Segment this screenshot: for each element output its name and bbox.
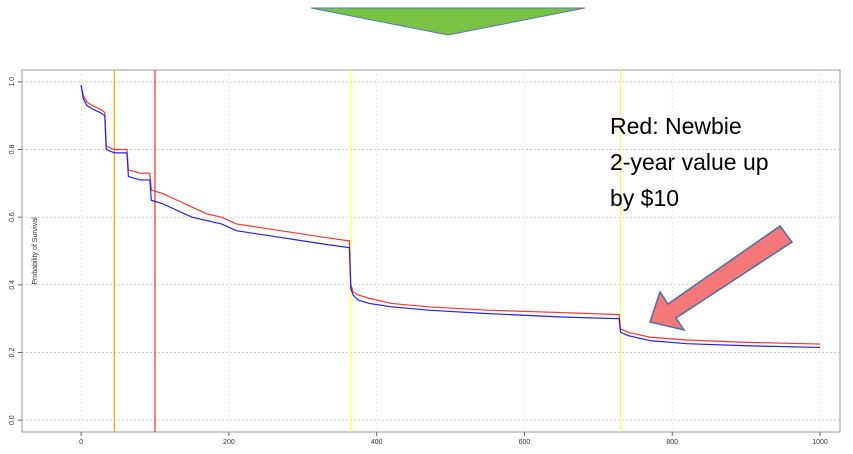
annotation: 2-year value up — [610, 149, 769, 175]
survival-line — [80, 85, 821, 349]
x-tick-label: 200 — [223, 439, 235, 446]
annotation: by $10 — [610, 185, 679, 211]
y-axis-label: Probability of Survival — [32, 217, 39, 285]
x-tick-label: 0 — [79, 439, 83, 446]
plot-frame — [21, 69, 841, 433]
annotation: Red: Newbie — [610, 113, 742, 139]
survival-line — [80, 85, 821, 345]
x-tick-label: 800 — [666, 439, 678, 446]
pointer-arrow — [649, 224, 794, 332]
y-tick-label: 0.0 — [9, 415, 16, 425]
x-tick-label: 400 — [371, 439, 383, 446]
down-arrow — [310, 7, 586, 36]
x-tick-label: 1000 — [812, 439, 828, 446]
y-tick-label: 0.8 — [9, 145, 16, 155]
y-tick-label: 1.0 — [9, 77, 16, 87]
y-tick-label: 0.4 — [9, 280, 16, 290]
plot: 0.0 0.2 0.4 0.6 0.8 1.0 0 200 400 600 800 1000 — [9, 70, 840, 446]
x-tick-label: 600 — [519, 439, 531, 446]
y-tick-label: 0.2 — [9, 348, 16, 358]
y-tick-label: 0.6 — [9, 212, 16, 222]
